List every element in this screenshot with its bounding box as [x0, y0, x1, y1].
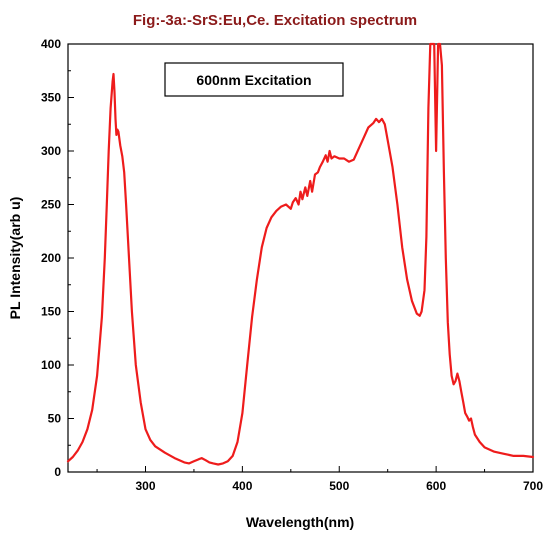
y-tick-label: 400 [41, 37, 61, 51]
x-tick-label: 400 [232, 479, 252, 493]
y-tick-label: 50 [48, 412, 62, 426]
y-tick-label: 200 [41, 251, 61, 265]
x-axis: 300 400 500 600 700 [96, 466, 543, 493]
spectrum-line [66, 42, 535, 466]
y-tick-label: 100 [41, 358, 61, 372]
x-tick-label: 500 [329, 479, 349, 493]
x-tick-label: 600 [426, 479, 446, 493]
chart-title: Fig:-3a:-SrS:Eu,Ce. Excitation spectrum [133, 12, 417, 29]
x-tick-label: 700 [523, 479, 543, 493]
x-axis-label: Wavelength(nm) [246, 514, 354, 530]
legend-annotation: 600nm Excitation [196, 72, 311, 88]
y-tick-label: 150 [41, 305, 61, 319]
x-tick-label: 300 [135, 479, 155, 493]
legend-frame [164, 62, 344, 97]
legend-box: 600nm Excitation [164, 62, 344, 97]
y-tick-label: 350 [41, 91, 61, 105]
y-axis-label: PL Intensity(arb u) [7, 197, 23, 320]
y-tick-label: 0 [54, 465, 61, 479]
y-tick-label: 300 [41, 144, 61, 158]
y-tick-label: 250 [41, 198, 61, 212]
y-axis: 0 50 100 150 200 250 300 350 400 [41, 37, 74, 479]
